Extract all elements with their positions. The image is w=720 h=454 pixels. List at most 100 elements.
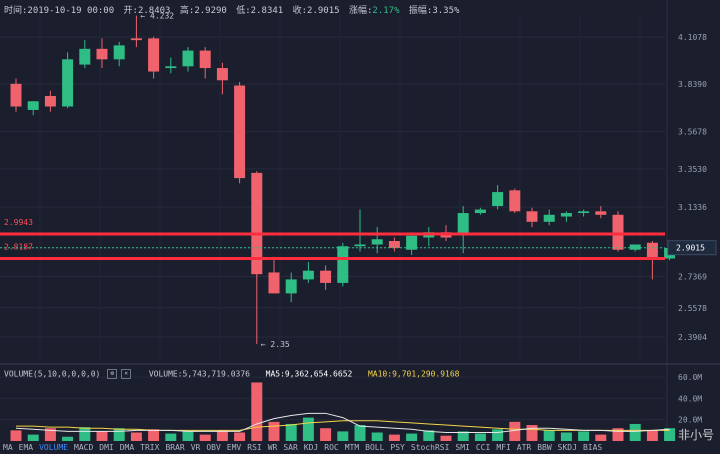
tab-mtm[interactable]: MTM [344,443,360,452]
tab-kdj[interactable]: KDJ [303,443,319,452]
candle-body [457,213,469,235]
tab-bias[interactable]: BIAS [582,443,603,452]
candle-body [182,50,194,67]
candle-body [62,59,74,107]
tab-bbw[interactable]: BBW [537,443,552,452]
settings-icon[interactable]: ⚙ [107,369,118,379]
candle-body [492,192,504,207]
candle-body [79,48,91,65]
price-annotation: ← 4.232 [140,11,174,20]
tab-boll[interactable]: BOLL [365,443,385,452]
open-label: 开:2.8403 [123,6,171,16]
high-label: 高:2.9290 [179,6,227,16]
candle-body [285,279,297,294]
tab-smi[interactable]: SMI [455,443,470,452]
volume-axis-label: 60.0M [678,373,702,382]
ma10-value: MA10:9,701,290.9168 [367,369,460,379]
candle-body [216,68,228,81]
volume-bar [423,430,435,441]
candle-body [406,235,418,250]
candle-body [44,96,56,107]
candle-body [509,190,521,212]
candle-body [302,270,314,280]
candle-body [10,83,22,107]
tab-macd[interactable]: MACD [74,443,94,452]
change-value: 2.17% [372,6,400,16]
volume-bar [285,423,297,441]
tab-skdj[interactable]: SKDJ [557,443,577,452]
current-price-label: 2.9015 [676,244,705,253]
volume-bar [44,428,56,441]
candle-body [251,172,263,275]
tab-vr[interactable]: VR [190,443,201,452]
volume-bar [371,432,383,441]
tab-dmi[interactable]: DMI [99,443,114,452]
candle-body [474,209,486,214]
tab-cci[interactable]: CCI [475,443,491,452]
tab-emv[interactable]: EMV [226,443,242,452]
candle-body [560,213,572,217]
volume-ma10-line [16,420,670,431]
indicator-tabs: MA EMA VOLUME MACD DMI DMA TRIX BRAR VR OBV EMV RSI… [0,442,720,454]
tab-roc[interactable]: ROC [324,443,339,452]
y-axis-label: 2.7369 [678,272,707,281]
candle-body [199,50,211,69]
volume-bar [302,417,314,441]
watermark-logo: 非小号 [677,428,714,442]
tab-psy[interactable]: PSY [390,443,405,452]
volume-bar [10,430,22,441]
tab-sar[interactable]: SAR [283,443,298,452]
volume-bar [113,428,125,441]
tab-obv[interactable]: OBV [206,443,221,452]
tab-trix[interactable]: TRIX [140,443,160,452]
tab-ema[interactable]: EMA [18,443,34,452]
tab-volume[interactable]: VOLUME [39,443,68,452]
volume-bar [509,421,521,441]
tab-atr[interactable]: ATR [516,443,532,452]
candle-body [320,270,332,283]
candle-body [268,272,280,294]
tab-rsi[interactable]: RSI [247,443,262,452]
candle-body [629,244,641,250]
candle-body [113,45,125,60]
volume-bar [406,433,418,441]
tab-brar[interactable]: BRAR [165,443,185,452]
volume-bar [216,430,228,441]
tab-mfi[interactable]: MFI [496,443,511,452]
volume-bar [79,427,91,441]
volume-bar [234,432,246,441]
y-axis-label: 3.1336 [678,203,707,212]
ma5-value: MA5:9,362,654.6652 [265,369,353,379]
tab-dma[interactable]: DMA [119,443,135,452]
volume-bar [388,434,400,441]
y-axis-label: 2.3904 [678,333,707,342]
tab-wr[interactable]: WR [267,443,278,452]
candle-body [148,38,160,72]
volume-bar [595,434,607,441]
y-axis-label: 3.5678 [678,127,707,136]
volume-bar [646,430,658,441]
volume-bar [526,425,538,441]
volume-bar [27,434,39,441]
tab-stochrsi[interactable]: StochRSI [410,443,450,452]
volume-bar [560,432,572,441]
candle-body [646,242,658,259]
low-label: 低:2.8341 [236,6,284,16]
volume-ma5-line [15,412,670,433]
close-icon[interactable]: × [121,369,132,379]
volume-bar [492,429,504,441]
volume-axis-label: 20.0M [678,416,702,425]
amplitude-label: 振幅:3.35% [408,6,460,16]
volume-bar [664,428,676,441]
candle-body [371,239,383,245]
volume-bar [199,434,211,441]
close-label: 收:2.9015 [292,6,340,16]
ohlc-info-bar: 时间:2019-10-19 00:00 开:2.8403 高:2.9290 低:… [4,3,463,16]
y-axis-label: 3.3530 [678,165,707,174]
volume-indicator-label: VOLUME(5,10,0,0,0,0) [4,369,101,379]
candle-body [130,38,142,41]
tab-ma[interactable]: MA [3,443,13,452]
candle-body [165,66,177,69]
